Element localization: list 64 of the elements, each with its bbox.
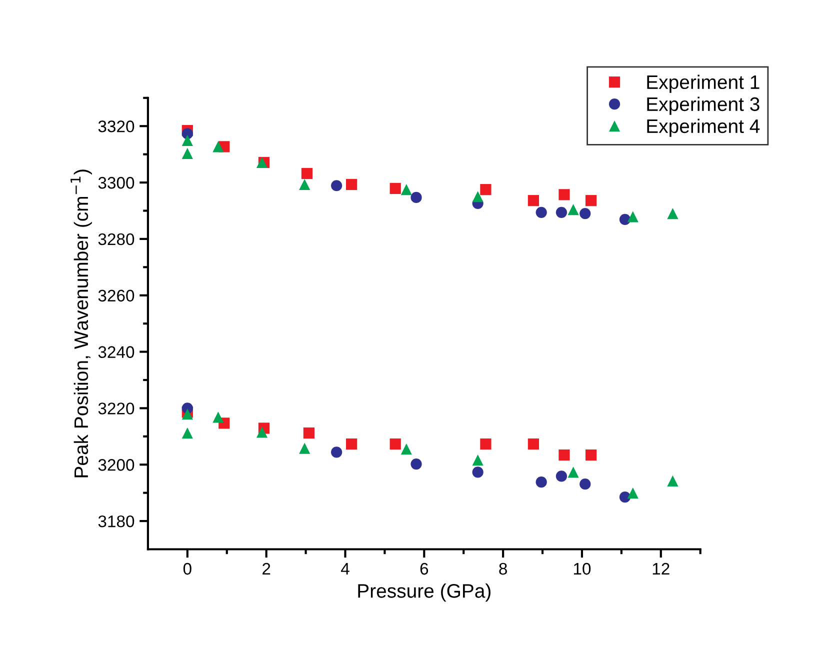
y-tick-label: 3280 [98, 233, 134, 246]
point [346, 438, 358, 450]
y-tick-label: 3300 [98, 176, 134, 189]
point [585, 449, 597, 461]
point [619, 492, 631, 503]
point [212, 412, 224, 423]
point [182, 134, 193, 146]
point [212, 141, 224, 152]
point [331, 180, 342, 192]
y-tick-label: 3260 [98, 290, 134, 302]
point [580, 478, 591, 490]
point [410, 458, 422, 470]
point [299, 178, 310, 190]
point [568, 466, 579, 478]
point [480, 438, 492, 450]
point [256, 426, 268, 438]
point [182, 427, 193, 439]
point [472, 466, 484, 478]
y-tick-label: 3200 [98, 459, 134, 471]
y-tick-label: 3240 [98, 346, 134, 358]
point [667, 208, 678, 220]
point [299, 442, 310, 454]
x-tick-label: 10 [574, 562, 591, 575]
point [303, 427, 314, 439]
point [390, 438, 401, 450]
point [528, 438, 539, 450]
point [331, 446, 342, 458]
y-tick-label: 3220 [98, 402, 134, 414]
point [301, 168, 313, 180]
point [536, 476, 547, 488]
point [400, 184, 412, 196]
point [627, 488, 638, 499]
point [182, 148, 193, 160]
point [667, 475, 678, 487]
legend-label: Experiment 4 [647, 118, 760, 137]
x-tick-label: 6 [420, 562, 428, 575]
point [558, 189, 570, 200]
point [627, 211, 638, 222]
point [390, 182, 401, 194]
point [480, 184, 492, 196]
point [556, 206, 568, 218]
point [568, 204, 579, 216]
point [472, 454, 484, 466]
x-tick-label: 12 [652, 562, 670, 575]
x-tick-label: 0 [183, 562, 192, 575]
legend-label: Experiment 1 [647, 74, 760, 93]
point [400, 444, 412, 455]
y-axis-title: Peak Position, Wavenumber (cm$^{−1}$) [70, 170, 92, 478]
point [472, 191, 484, 202]
y-tick-label: 3180 [98, 515, 134, 528]
y-tick-label: 3320 [98, 120, 134, 132]
point [536, 206, 547, 218]
point [585, 195, 597, 206]
x-tick-label: 8 [499, 562, 507, 575]
point [410, 192, 422, 204]
point [558, 449, 570, 461]
x-tick-label: 2 [262, 562, 270, 575]
legend-label: Experiment 3 [647, 96, 760, 115]
point [346, 178, 358, 190]
x-tick-label: 4 [340, 563, 350, 575]
point [580, 208, 591, 220]
point [528, 195, 539, 206]
point [556, 470, 568, 482]
x-axis-title: Pressure (GPa) [358, 584, 490, 602]
